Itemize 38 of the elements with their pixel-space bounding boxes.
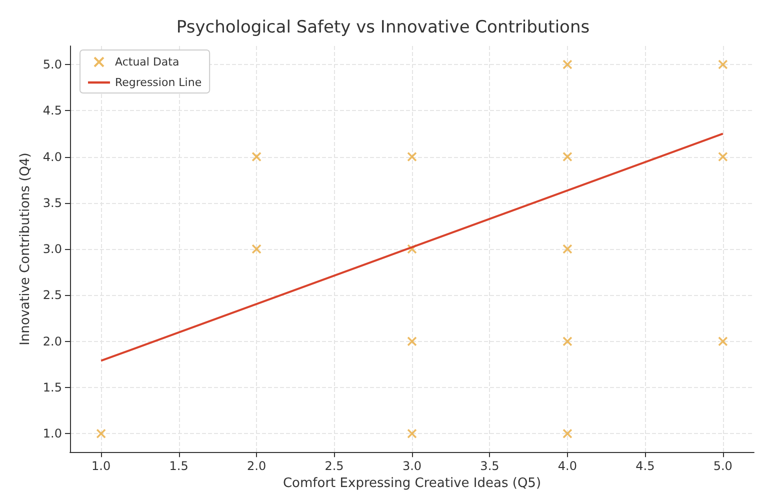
x-tick-label: 3.0 [402,459,422,474]
point [407,336,417,346]
x-tick-label: 5.0 [713,459,732,474]
legend-label: Actual Data [115,56,180,68]
y-tick-label: 2.0 [42,334,62,348]
x-tick-label: 4.5 [636,459,655,474]
point [252,244,262,254]
x-tick-label: 4.0 [558,459,577,474]
point [562,428,572,439]
x-tick-label: 1.5 [169,459,188,474]
point [562,152,572,162]
y-tick-label: 5.0 [42,57,62,72]
point [407,152,417,162]
x-tick-label: 2.5 [324,459,344,474]
y-tick-label: 1.5 [42,380,62,394]
x-tick-label: 1.0 [92,459,111,474]
point [252,152,262,162]
point [718,336,728,346]
point [718,60,728,70]
point [562,244,572,254]
point [562,60,572,70]
point [407,244,417,254]
y-tick-label: 4.0 [42,150,62,164]
y-tick-label: 3.5 [42,196,62,210]
point [96,428,106,439]
y-tick-label: 3.0 [42,242,62,256]
y-tick-label: 1.0 [42,426,62,441]
y-tick-label: 2.5 [42,288,62,302]
legend-label: Regression Line [115,76,202,89]
x-axis-title: Comfort Expressing Creative Ideas (Q5) [282,476,542,491]
point [407,428,417,439]
x-tick-label: 3.5 [480,459,500,474]
y-axis-title: Innovative Contributions (Q4) [18,152,34,346]
x-tick-label: 2.0 [247,459,266,474]
point [562,336,572,346]
y-tick-label: 4.5 [42,104,62,118]
point [718,152,728,162]
chart-title: Psychological Safety vs Innovative Contributions [176,18,590,38]
